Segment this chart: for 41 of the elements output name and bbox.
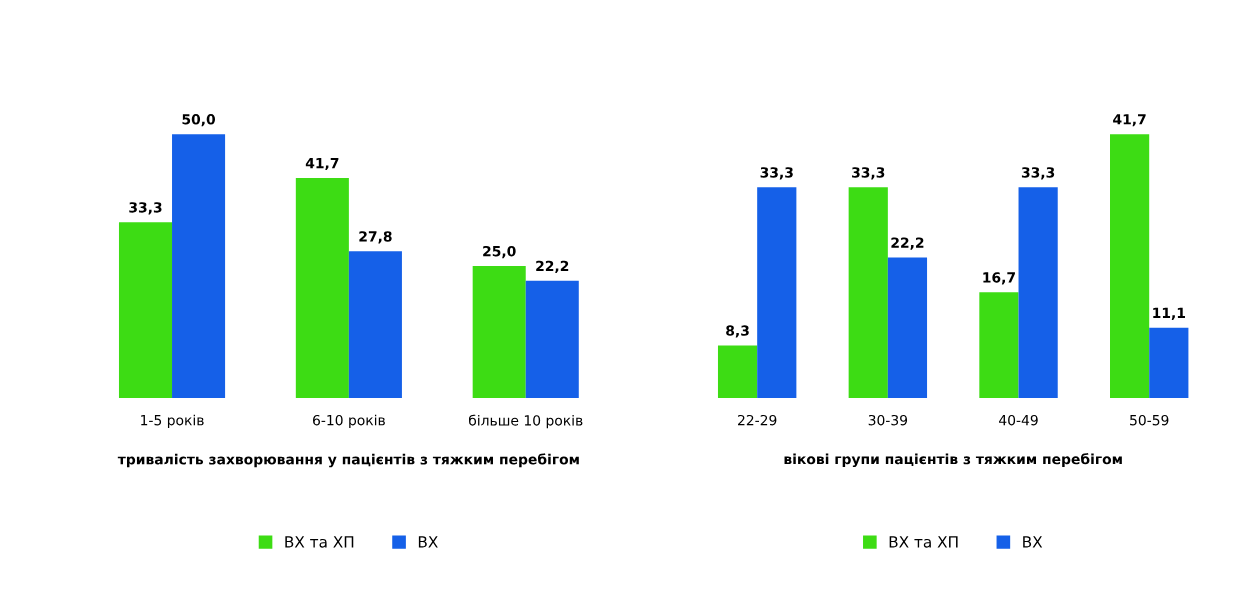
data-label: 22,2 bbox=[536, 260, 569, 273]
data-label: 27,8 bbox=[359, 231, 392, 244]
legend-label: ВХ bbox=[1023, 536, 1043, 548]
data-label: 33,3 bbox=[852, 167, 885, 180]
bar bbox=[1018, 187, 1058, 398]
bar bbox=[472, 266, 526, 398]
x-tick-label: 6-10 років bbox=[313, 414, 385, 429]
bar bbox=[118, 222, 173, 398]
data-label: 16,7 bbox=[983, 272, 1015, 285]
data-label: 50,0 bbox=[182, 114, 216, 127]
legend-label: ВХ та ХП bbox=[285, 536, 354, 548]
x-tick-label: 22-29 bbox=[738, 414, 777, 426]
data-label: 33,3 bbox=[1021, 167, 1055, 180]
bar bbox=[172, 134, 226, 398]
bar bbox=[348, 251, 402, 398]
data-label: 33,3 bbox=[760, 167, 793, 180]
bar bbox=[757, 187, 797, 398]
data-label: 8,3 bbox=[726, 325, 749, 338]
x-tick-label: 50-59 bbox=[1130, 414, 1169, 426]
data-label: 22,2 bbox=[891, 237, 924, 250]
legend-label: ВХ bbox=[418, 536, 438, 548]
data-label: 41,7 bbox=[305, 158, 339, 171]
legend-label: ВХ та ХП bbox=[889, 536, 958, 548]
x-tick-label: 30-39 bbox=[868, 414, 908, 426]
data-label: 33,3 bbox=[129, 202, 162, 215]
x-tick-label: 40-49 bbox=[999, 414, 1038, 426]
data-label: 41,7 bbox=[1113, 114, 1146, 127]
bar bbox=[848, 187, 888, 398]
bar bbox=[717, 345, 758, 398]
data-label: 25,0 bbox=[483, 245, 516, 259]
bar bbox=[887, 257, 928, 398]
x-axis-title: тривалість захворювання у пацієнтів з тяжким перебігом bbox=[117, 453, 579, 468]
data-label: 11,1 bbox=[1153, 307, 1185, 320]
bar bbox=[295, 177, 349, 398]
bar bbox=[525, 280, 579, 398]
x-axis-title: вікові групи пацієнтів з тяжким перебігом bbox=[784, 453, 1122, 468]
bar bbox=[1110, 134, 1150, 398]
bar bbox=[1149, 327, 1189, 398]
x-tick-label: 1-5 років bbox=[141, 414, 204, 429]
x-tick-label: більше 10 років bbox=[468, 414, 583, 429]
bar bbox=[979, 292, 1019, 398]
